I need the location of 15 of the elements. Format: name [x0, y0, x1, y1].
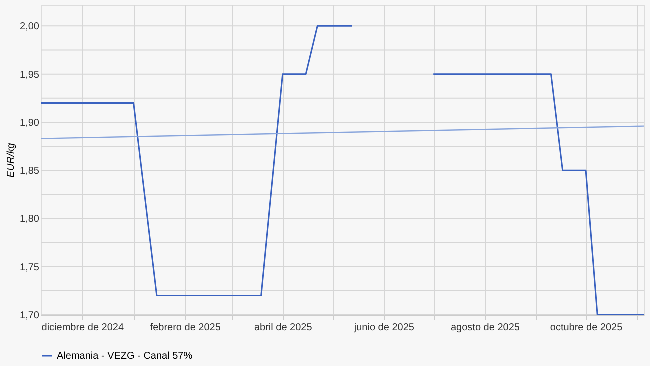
legend-label: Alemania - VEZG - Canal 57% — [57, 351, 193, 362]
x-tick-label: diciembre de 2024 — [42, 322, 124, 334]
x-tick-label: abril de 2025 — [254, 322, 313, 334]
y-tick-label: 1,80 — [20, 214, 40, 226]
y-tick-label: 1,85 — [20, 166, 40, 178]
x-tick-label: febrero de 2025 — [150, 322, 222, 334]
y-tick-label: 1,90 — [20, 118, 40, 129]
y-tick-label: 1,70 — [20, 310, 40, 322]
y-tick-label: 1,95 — [20, 70, 40, 81]
x-tick-label: agosto de 2025 — [450, 322, 520, 334]
x-tick-label: junio de 2025 — [353, 322, 415, 334]
y-tick-label: 2,00 — [20, 22, 40, 33]
y-axis-title: EUR/kg — [6, 142, 18, 178]
y-tick-label: 1,75 — [20, 262, 40, 274]
x-tick-label: octubre de 2025 — [550, 322, 624, 334]
